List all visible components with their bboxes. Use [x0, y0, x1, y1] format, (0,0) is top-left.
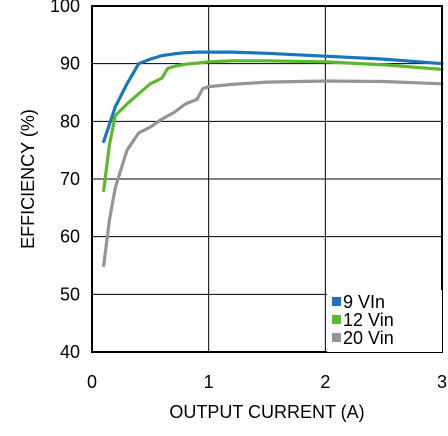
legend-label: 12 Vin [343, 310, 394, 330]
y-tick-label: 50 [60, 284, 80, 304]
y-tick-label: 100 [50, 0, 80, 16]
x-tick-label: 1 [204, 372, 214, 392]
y-tick-label: 70 [60, 169, 80, 189]
series-line [102, 59, 444, 193]
legend-swatch [332, 333, 341, 342]
x-tick-label: 0 [87, 372, 97, 392]
x-axis-title: OUTPUT CURRENT (A) [169, 402, 364, 422]
grid-layer [92, 6, 442, 352]
x-tick-label: 3 [437, 372, 447, 392]
tick-layer: 0 1 2 3 40 50 60 70 80 90 100 [50, 0, 447, 392]
y-tick-label: 40 [60, 342, 80, 362]
series-line [102, 79, 444, 268]
legend-label: 9 VIn [343, 292, 385, 312]
series-layer [102, 50, 444, 268]
legend-box [327, 290, 442, 352]
x-tick-label: 2 [320, 372, 330, 392]
legend-label: 20 Vin [343, 328, 394, 348]
series-line [102, 50, 444, 144]
legend-swatch [332, 315, 341, 324]
legend-swatch [332, 297, 341, 306]
y-tick-label: 90 [60, 54, 80, 74]
y-tick-label: 80 [60, 111, 80, 131]
plot-frame [91, 5, 443, 353]
y-tick-label: 60 [60, 227, 80, 247]
y-axis-title: EFFICIENCY (%) [18, 109, 38, 249]
